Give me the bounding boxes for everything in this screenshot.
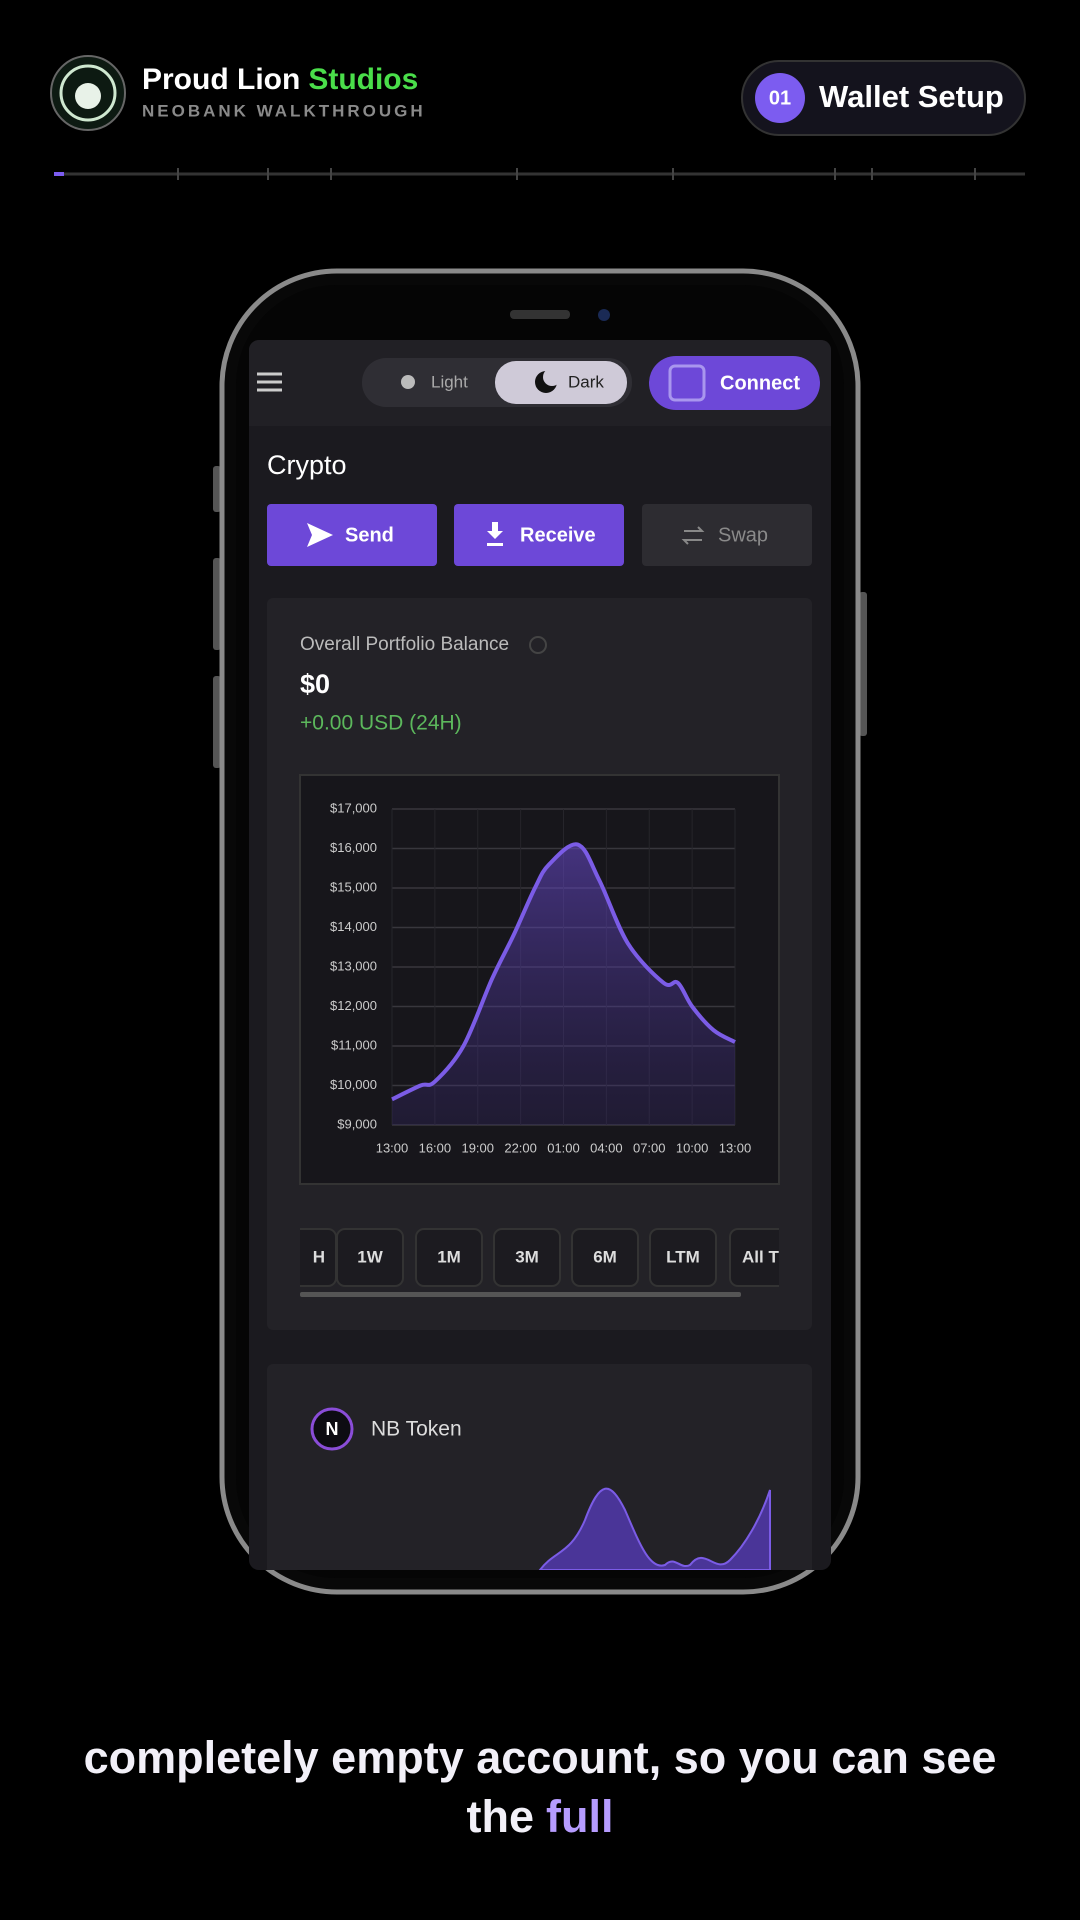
range-tab[interactable]: 1M xyxy=(415,1228,483,1287)
balance: $0 xyxy=(300,669,330,699)
x-tick-label: 01:00 xyxy=(547,1140,580,1155)
theme-dark[interactable]: Dark xyxy=(568,372,604,391)
swap-label[interactable]: Swap xyxy=(718,524,768,546)
brand-primary: Proud Lion xyxy=(142,63,300,96)
range-tabs: H 1W 1M 3M 6M LTM All Ti xyxy=(300,1228,796,1287)
area xyxy=(392,844,735,1125)
speaker xyxy=(510,310,570,319)
y-tick-label: $9,000 xyxy=(337,1116,377,1131)
theme-dark-active xyxy=(495,361,627,404)
send-button[interactable] xyxy=(267,504,437,566)
range-tab[interactable]: 3M xyxy=(493,1228,561,1287)
x-tick-label: 04:00 xyxy=(590,1140,623,1155)
caption-plain: the xyxy=(467,1791,535,1842)
balance-label: Overall Portfolio Balance xyxy=(300,634,509,655)
x-tick-label: 16:00 xyxy=(419,1140,452,1155)
phone-button xyxy=(213,466,221,512)
range-tab-row: H 1W 1M 3M 6M LTM All Ti xyxy=(300,1228,796,1287)
swap-icon xyxy=(681,526,705,545)
range-tab-bg xyxy=(336,1228,404,1287)
theme-light[interactable]: Light xyxy=(431,372,468,391)
connect-button[interactable] xyxy=(649,356,820,410)
phone-button xyxy=(213,676,221,768)
token-card xyxy=(267,1364,812,1570)
y-tick-label: $14,000 xyxy=(330,919,377,934)
range-tab-bg xyxy=(415,1228,483,1287)
caption-line1: completely empty account, so you can see xyxy=(84,1732,997,1783)
section-title: Crypto xyxy=(267,450,347,480)
balance-change: +0.00 USD (24H) xyxy=(300,712,462,735)
sun-icon xyxy=(401,375,415,389)
token-name: NB Token xyxy=(371,1418,462,1441)
range-tab[interactable]: 1W xyxy=(336,1228,404,1287)
moon-cut xyxy=(543,368,561,386)
caption-line2: the full xyxy=(467,1791,614,1842)
range-tab-label: 1M xyxy=(437,1247,461,1266)
range-tab-label: 3M xyxy=(515,1247,539,1266)
range-tab-label: H xyxy=(313,1247,325,1266)
line xyxy=(391,842,736,1102)
range-tab[interactable]: All Ti xyxy=(729,1228,796,1287)
y-tick-label: $12,000 xyxy=(330,998,377,1013)
y-tick-label: $15,000 xyxy=(330,879,377,894)
range-tab-bg xyxy=(649,1228,717,1287)
scrollbar xyxy=(300,1292,741,1297)
receive-icon xyxy=(487,522,503,546)
x-tick-label: 19:00 xyxy=(461,1140,494,1155)
logo-mane xyxy=(59,64,117,122)
brand-subtitle: NEOBANK WALKTHROUGH xyxy=(142,101,426,120)
step-number-circle xyxy=(755,73,805,123)
connect-label[interactable]: Connect xyxy=(720,372,800,394)
info-icon[interactable] xyxy=(529,636,547,654)
x-tick-label: 22:00 xyxy=(504,1140,537,1155)
token-icon-letter: N xyxy=(326,1419,339,1439)
step-number: 01 xyxy=(769,87,791,109)
range-tab-label: LTM xyxy=(666,1247,700,1266)
y-tick-label: $16,000 xyxy=(330,840,377,855)
range-tab-label: 1W xyxy=(357,1247,383,1266)
range-tab-bg xyxy=(729,1228,779,1287)
x-tick-label: 13:00 xyxy=(719,1140,752,1155)
y-tick-label: $11,000 xyxy=(331,1037,377,1052)
caption-highlight: full xyxy=(546,1791,613,1842)
phone-button xyxy=(213,558,221,650)
receive-label[interactable]: Receive xyxy=(520,524,596,546)
brand: Proud Lion Studios xyxy=(142,63,418,96)
progress-ticks xyxy=(177,168,976,180)
range-tab-bg xyxy=(493,1228,561,1287)
range-tab-bg xyxy=(571,1228,639,1287)
x-tick-label: 07:00 xyxy=(633,1140,666,1155)
y-tick-label: $10,000 xyxy=(330,1077,377,1092)
range-tab-label: All Ti xyxy=(742,1247,783,1266)
range-tab[interactable]: LTM xyxy=(649,1228,717,1287)
x-tick-label: 10:00 xyxy=(676,1140,709,1155)
phone-button xyxy=(859,592,867,736)
range-tab-label: 6M xyxy=(593,1247,617,1266)
x-tick-label: 13:00 xyxy=(376,1140,409,1155)
token-icon xyxy=(310,1407,354,1451)
step-badge xyxy=(741,60,1026,136)
step-title: Wallet Setup xyxy=(819,79,1004,114)
plot: $9,000 $10,000 $11,000 $12,000 $13,000 $14,00… xyxy=(330,800,751,1155)
logo-face xyxy=(75,83,101,109)
swap-button[interactable] xyxy=(642,504,812,566)
camera xyxy=(598,309,610,321)
send-label[interactable]: Send xyxy=(345,524,394,546)
range-tab[interactable]: 6M xyxy=(571,1228,639,1287)
screen: Light Dark Connect Crypto Send Receive S… xyxy=(249,340,831,1570)
y-tick-label: $17,000 xyxy=(330,800,377,815)
y-tick-label: $13,000 xyxy=(330,958,377,973)
menu-icon[interactable] xyxy=(257,372,282,392)
wallet-icon xyxy=(668,364,706,402)
send-icon xyxy=(307,523,333,547)
token-sparkline xyxy=(537,1487,771,1570)
receive-button[interactable] xyxy=(454,504,624,566)
brand-accent: Studios xyxy=(308,63,418,96)
